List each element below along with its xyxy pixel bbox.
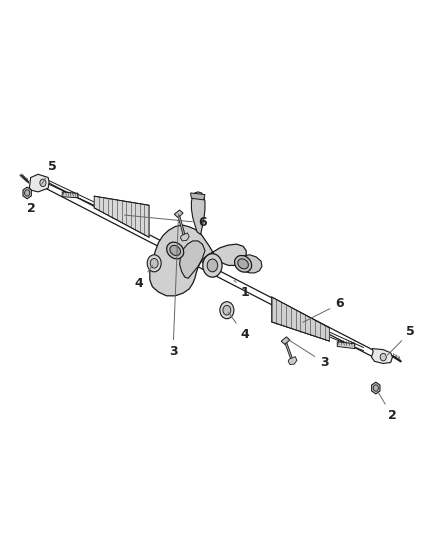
Polygon shape xyxy=(174,210,183,217)
Circle shape xyxy=(40,179,46,187)
Text: 4: 4 xyxy=(135,265,152,290)
Polygon shape xyxy=(94,196,149,237)
Polygon shape xyxy=(180,233,189,241)
Polygon shape xyxy=(62,192,78,198)
Polygon shape xyxy=(191,193,205,200)
Ellipse shape xyxy=(170,246,180,255)
Polygon shape xyxy=(23,187,32,199)
Text: 2: 2 xyxy=(27,196,36,215)
Text: 5: 5 xyxy=(42,160,57,184)
Text: 1: 1 xyxy=(234,280,250,298)
Text: 5: 5 xyxy=(387,325,415,355)
Text: 6: 6 xyxy=(124,215,207,229)
Polygon shape xyxy=(371,349,392,364)
Polygon shape xyxy=(150,225,246,296)
Circle shape xyxy=(147,255,161,272)
Circle shape xyxy=(223,305,231,315)
Polygon shape xyxy=(29,174,49,192)
Circle shape xyxy=(203,254,222,277)
Text: 2: 2 xyxy=(377,391,396,422)
Text: 4: 4 xyxy=(229,312,249,341)
Polygon shape xyxy=(288,357,297,365)
Circle shape xyxy=(220,302,234,319)
Text: 6: 6 xyxy=(303,297,344,322)
Circle shape xyxy=(207,259,218,272)
Polygon shape xyxy=(272,297,329,341)
Ellipse shape xyxy=(238,259,248,269)
Text: 3: 3 xyxy=(169,214,179,358)
Ellipse shape xyxy=(167,242,184,259)
Text: 3: 3 xyxy=(288,340,328,369)
Polygon shape xyxy=(371,382,380,394)
Ellipse shape xyxy=(235,255,251,272)
Polygon shape xyxy=(337,342,355,349)
Polygon shape xyxy=(180,241,205,278)
Circle shape xyxy=(25,190,30,196)
Polygon shape xyxy=(281,337,290,344)
Polygon shape xyxy=(236,255,262,273)
Circle shape xyxy=(380,353,386,361)
Circle shape xyxy=(150,259,158,268)
Polygon shape xyxy=(191,192,205,235)
Circle shape xyxy=(373,385,378,391)
